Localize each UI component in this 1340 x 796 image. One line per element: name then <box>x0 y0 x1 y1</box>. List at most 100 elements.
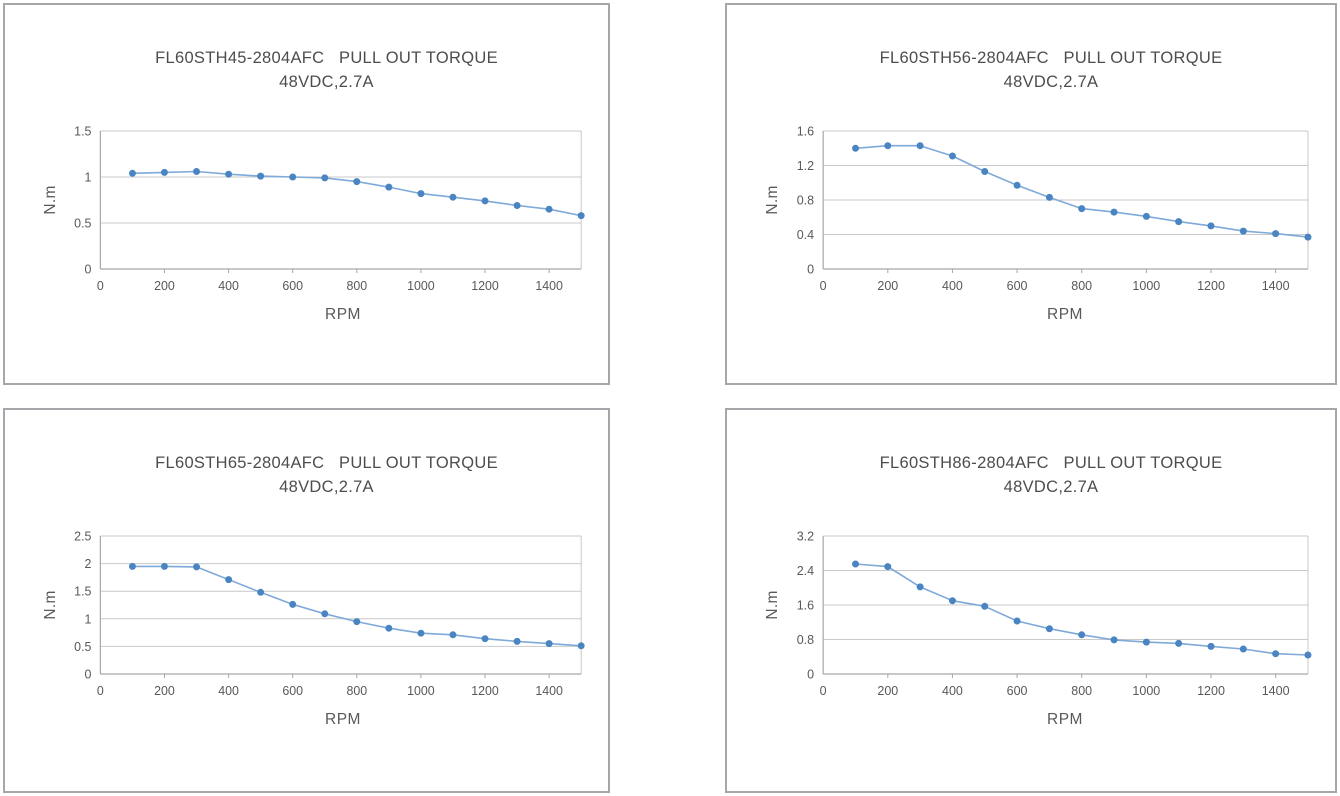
data-point <box>545 205 553 213</box>
x-tick-label: 1000 <box>1132 684 1160 698</box>
x-tick-label: 1400 <box>535 684 563 698</box>
x-axis-label: RPM <box>325 711 361 728</box>
data-point <box>160 168 168 176</box>
data-point <box>1239 645 1247 653</box>
data-point <box>385 183 393 191</box>
x-axis-label: RPM <box>325 306 361 323</box>
data-point <box>1078 205 1086 213</box>
data-point <box>948 152 956 160</box>
y-tick-label: 0 <box>807 263 814 277</box>
chart-subtitle: 48VDC,2.7A <box>1003 478 1099 496</box>
data-point <box>417 190 425 198</box>
y-tick-label: 0 <box>85 667 92 681</box>
series-line <box>132 565 582 647</box>
chart-plot: 0 200 400 600 800 1000 1200 1400 0 0.5 1 1.5 2 2.5 <box>74 529 585 698</box>
chart-plot: 0 200 400 600 800 1000 1200 1400 0 0.8 1.6 2.4 3.2 <box>797 530 1312 698</box>
x-tick-label: 800 <box>346 279 367 293</box>
data-point <box>289 600 297 608</box>
y-tick-label: 1.6 <box>797 599 814 613</box>
y-tick-label: 2 <box>85 557 92 571</box>
y-tick-label: 1 <box>85 170 92 184</box>
y-tick-label: 1.5 <box>74 585 91 599</box>
x-tick-label: 800 <box>346 684 367 698</box>
data-point <box>1110 208 1118 216</box>
data-point <box>884 563 892 571</box>
data-point <box>545 640 553 648</box>
y-tick-label: 0.5 <box>74 640 91 654</box>
x-tick-label: 1000 <box>407 279 435 293</box>
x-tick-label: 600 <box>282 684 303 698</box>
y-tick-label: 2.5 <box>74 529 91 543</box>
x-tick-label: 600 <box>1007 279 1028 293</box>
x-axis-label: RPM <box>1047 711 1083 728</box>
x-tick-label: 400 <box>218 684 239 698</box>
data-point <box>1207 222 1215 230</box>
data-point <box>257 172 265 180</box>
chart-title: FL60STH65-2804AFC PULL OUT TORQUE <box>155 454 498 472</box>
x-tick-label: 400 <box>942 279 963 293</box>
data-point <box>353 618 361 626</box>
y-tick-label: 0.5 <box>74 216 91 230</box>
data-point <box>481 197 489 205</box>
data-point <box>1110 636 1118 644</box>
data-point <box>481 635 489 643</box>
data-point <box>289 173 297 181</box>
y-tick-label: 0.8 <box>797 633 814 647</box>
x-tick-label: 0 <box>97 684 104 698</box>
data-point <box>1175 639 1183 647</box>
data-point <box>225 170 233 178</box>
data-point <box>449 631 457 639</box>
data-point <box>128 169 136 177</box>
x-tick-label: 1000 <box>1132 279 1160 293</box>
data-point <box>1304 233 1312 241</box>
x-tick-label: 1200 <box>1197 684 1225 698</box>
data-point <box>1045 193 1053 201</box>
data-point <box>1207 642 1215 650</box>
x-tick-label: 1400 <box>1262 279 1290 293</box>
data-point <box>193 168 201 175</box>
data-point <box>981 168 989 175</box>
chart-title: FL60STH45-2804AFC PULL OUT TORQUE <box>155 49 498 67</box>
y-tick-label: 0.8 <box>797 194 814 208</box>
x-tick-label: 1000 <box>407 684 435 698</box>
chart-title: FL60STH86-2804AFC PULL OUT TORQUE <box>879 454 1223 472</box>
data-point <box>1142 638 1150 646</box>
data-point <box>193 563 201 571</box>
data-point <box>852 560 860 568</box>
y-tick-label: 0.4 <box>797 228 814 242</box>
chart-panel-fl60sth65: FL60STH65-2804AFC PULL OUT TORQUE 48VDC,… <box>3 408 610 793</box>
data-point <box>1272 230 1280 238</box>
x-tick-label: 800 <box>1071 684 1092 698</box>
data-point <box>1142 212 1150 220</box>
chart-subtitle: 48VDC,2.7A <box>1003 73 1099 91</box>
series-line <box>855 144 1309 238</box>
data-point <box>852 144 860 152</box>
data-point <box>1078 631 1086 639</box>
chart-subtitle: 48VDC,2.7A <box>279 73 374 91</box>
data-point <box>884 142 892 150</box>
series-line <box>855 563 1308 656</box>
data-point <box>257 588 265 596</box>
x-tick-label: 400 <box>942 684 963 698</box>
y-tick-label: 1 <box>85 612 92 626</box>
data-point <box>577 642 585 650</box>
data-point <box>1013 617 1021 625</box>
x-tick-label: 1200 <box>1197 279 1225 293</box>
data-point <box>577 212 585 220</box>
data-point <box>1045 625 1053 633</box>
chart-title: FL60STH56-2804AFC PULL OUT TORQUE <box>879 49 1223 67</box>
data-point <box>321 610 329 618</box>
x-tick-label: 1200 <box>471 279 499 293</box>
y-tick-label: 0 <box>807 668 814 682</box>
chart-subtitle: 48VDC,2.7A <box>279 478 374 496</box>
data-point <box>513 202 521 209</box>
x-tick-label: 200 <box>877 684 898 698</box>
x-tick-label: 1200 <box>471 684 499 698</box>
chart-plot: 0 200 400 600 800 1000 1200 1400 0 0.4 0.8 1.2 1.6 <box>797 125 1312 293</box>
data-point <box>1304 651 1312 659</box>
data-point <box>417 629 425 637</box>
x-tick-label: 0 <box>820 279 827 293</box>
chart-panel-fl60sth56: FL60STH56-2804AFC PULL OUT TORQUE 48VDC,… <box>725 3 1337 385</box>
data-point <box>981 602 989 610</box>
